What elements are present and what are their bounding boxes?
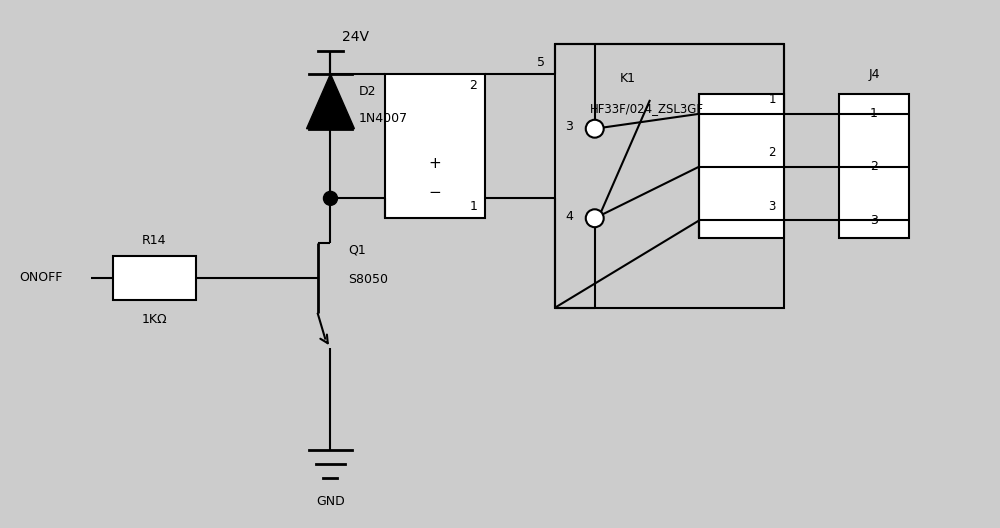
Text: +: +: [429, 156, 442, 171]
Text: 1: 1: [469, 200, 477, 213]
Text: −: −: [429, 185, 442, 200]
Text: 1: 1: [768, 93, 776, 106]
FancyBboxPatch shape: [839, 94, 909, 238]
Text: R14: R14: [142, 233, 167, 247]
Text: Q1: Q1: [348, 243, 366, 257]
Polygon shape: [307, 74, 354, 129]
Circle shape: [323, 191, 337, 205]
Text: 2: 2: [469, 79, 477, 92]
Text: 2: 2: [870, 160, 878, 173]
Text: 3: 3: [769, 200, 776, 213]
Text: 4: 4: [565, 210, 573, 223]
Text: J4: J4: [868, 68, 880, 80]
Text: 24V: 24V: [342, 30, 369, 44]
Text: S8050: S8050: [348, 274, 388, 286]
Text: GND: GND: [316, 495, 345, 508]
Text: HF33F/024_ZSL3GF: HF33F/024_ZSL3GF: [590, 102, 704, 115]
Text: K1: K1: [620, 72, 636, 86]
Text: 3: 3: [870, 214, 878, 227]
Text: 1KΩ: 1KΩ: [142, 313, 167, 326]
Text: D2: D2: [358, 86, 376, 98]
Circle shape: [586, 120, 604, 138]
FancyBboxPatch shape: [113, 256, 196, 300]
Text: 5: 5: [537, 55, 545, 69]
Text: 3: 3: [565, 120, 573, 133]
Circle shape: [586, 209, 604, 227]
FancyBboxPatch shape: [385, 74, 485, 218]
FancyBboxPatch shape: [699, 94, 784, 238]
Text: 2: 2: [768, 146, 776, 159]
Text: ONOFF: ONOFF: [19, 271, 63, 285]
Text: 1N4007: 1N4007: [358, 112, 408, 125]
Text: 1: 1: [870, 107, 878, 120]
